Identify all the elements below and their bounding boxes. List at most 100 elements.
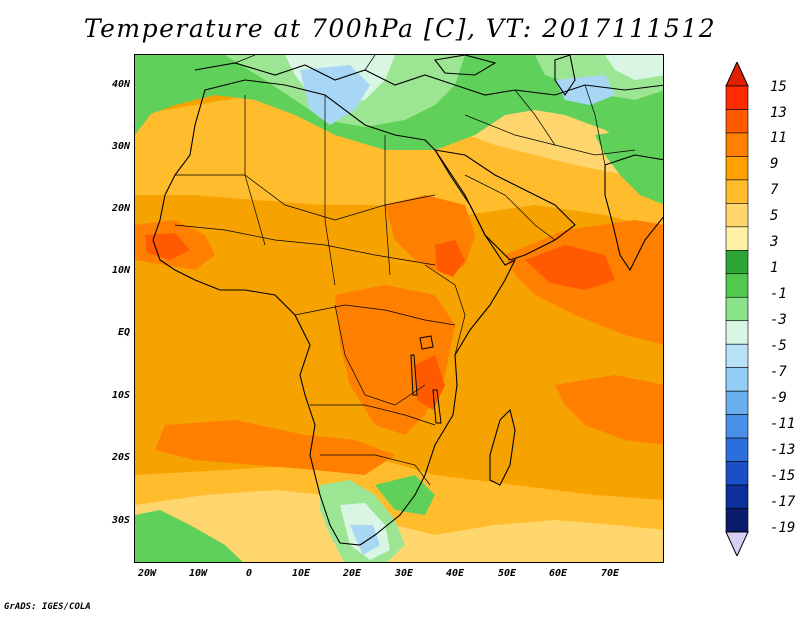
- caspian-coastline: [554, 55, 576, 96]
- map-canvas: [135, 55, 663, 562]
- colorbar-label-11: 11: [770, 130, 787, 146]
- border-meridian-2: [324, 95, 336, 286]
- border-congo: [334, 304, 426, 406]
- lat-label-40n: 40N: [111, 79, 130, 90]
- colorbar-label-minus19: -19: [770, 520, 796, 536]
- colorbar-swatch: [725, 273, 749, 298]
- colorbar-swatch: [725, 179, 749, 204]
- border-southern-1: [310, 404, 436, 426]
- colorbar-swatch: [725, 484, 749, 509]
- lon-label-70e: 70E: [600, 568, 620, 579]
- border-meridian-3: [384, 135, 391, 276]
- africa-coastline: [152, 79, 517, 546]
- field-dark-orange-indianocean: [555, 375, 663, 445]
- field-red-orange-ethiopia: [435, 240, 465, 277]
- field-green-india: [595, 125, 663, 205]
- lon-label-20w: 20W: [137, 568, 157, 579]
- colorbar-swatch: [725, 508, 749, 533]
- border-sahara: [175, 174, 436, 221]
- colorbar-swatch: [725, 203, 749, 228]
- field-yellow-south: [135, 490, 663, 562]
- border-meridian-1: [244, 95, 266, 246]
- colorbar-top-arrow: [725, 62, 749, 87]
- lon-label-20e: 20E: [342, 568, 362, 579]
- colorbar-label-minus3: -3: [770, 312, 787, 328]
- border-central: [294, 304, 456, 326]
- country-borders: [174, 55, 636, 486]
- field-red-orange-arabiansea: [525, 245, 615, 290]
- black-sea-coastline: [434, 55, 497, 76]
- lon-label-10w: 10W: [188, 568, 208, 579]
- field-pale-cyan-ne: [605, 55, 663, 80]
- field-green-sw: [135, 510, 243, 562]
- colorbar-swatch: [725, 296, 749, 322]
- colorbar-swatch: [725, 367, 749, 392]
- lon-label-60e: 60E: [548, 568, 568, 579]
- lake-victoria: [419, 335, 434, 350]
- lat-label-10n: 10N: [111, 265, 130, 276]
- border-sahel: [174, 224, 436, 266]
- colorbar-swatch: [725, 85, 749, 110]
- lon-label-0: 0: [245, 568, 253, 579]
- lon-label-30e: 30E: [394, 568, 414, 579]
- colorbar-label-minus7: -7: [770, 364, 787, 380]
- field-green-west: [135, 55, 175, 135]
- colorbar-swatch: [725, 156, 749, 181]
- colorbar-swatch: [725, 390, 749, 415]
- border-asia-1: [514, 89, 556, 146]
- lon-label-50e: 50E: [497, 568, 517, 579]
- colorbar-label-minus15: -15: [770, 468, 796, 484]
- border-arabia: [464, 174, 556, 241]
- lat-label-20n: 20N: [111, 203, 130, 214]
- colorbar-swatch: [725, 461, 749, 486]
- field-dark-orange-southern: [155, 420, 395, 475]
- colorbar-label-1: 1: [770, 260, 779, 276]
- colorbar-label-3: 3: [770, 234, 779, 250]
- colorbar-label-minus13: -13: [770, 442, 796, 458]
- colorbar-swatch: [725, 320, 749, 345]
- temperature-map: [134, 54, 664, 563]
- colorbar-label-minus9: -9: [770, 390, 787, 406]
- colorbar-swatch: [725, 250, 749, 275]
- field-light-blue-ne: [555, 75, 615, 105]
- lat-label-20s: 20S: [111, 452, 130, 463]
- colorbar-label-9: 9: [770, 156, 779, 172]
- madagascar-coastline: [489, 408, 516, 486]
- colorbar-swatch: [725, 343, 749, 368]
- lakes: [410, 335, 442, 424]
- border-southern-2: [320, 454, 431, 486]
- border-europe-1: [234, 55, 256, 64]
- lon-label-10e: 10E: [291, 568, 311, 579]
- lat-label-30n: 30N: [111, 141, 130, 152]
- colorbar-label-5: 5: [770, 208, 779, 224]
- border-europe-2: [364, 55, 376, 71]
- field-light-blue-southafrica: [350, 525, 380, 555]
- lat-label-eq: EQ: [117, 327, 130, 338]
- colorbar-swatch: [725, 414, 749, 439]
- field-light-blue-north: [300, 65, 370, 125]
- map-title: Temperature at 700hPa [C], VT: 201711151…: [83, 14, 717, 43]
- colorbar-swatch: [725, 437, 749, 462]
- lat-label-30s: 30S: [111, 515, 130, 526]
- lat-label-10s: 10S: [111, 390, 130, 401]
- colorbar-swatch: [725, 226, 749, 251]
- lon-label-40e: 40E: [445, 568, 465, 579]
- colorbar-label-15: 15: [770, 79, 787, 95]
- colorbar-label-7: 7: [770, 182, 779, 198]
- india-coastline: [604, 154, 663, 272]
- colorbar-bottom-arrow: [725, 531, 749, 556]
- grads-credit: GrADS: IGES/COLA: [4, 602, 91, 612]
- lake-malawi: [432, 389, 442, 424]
- colorbar-label-minus11: -11: [770, 416, 796, 432]
- colorbar: [725, 62, 749, 556]
- field-red-orange-westafrica: [145, 233, 190, 260]
- europe-coastline: [194, 62, 663, 96]
- colorbar-label-minus17: -17: [770, 494, 796, 510]
- colorbar-label-minus5: -5: [770, 338, 787, 354]
- border-asia-2: [584, 84, 606, 166]
- lake-tanganyika: [410, 354, 418, 396]
- border-east: [424, 264, 466, 356]
- colorbar-label-13: 13: [770, 105, 787, 121]
- colorbar-swatch: [725, 132, 749, 157]
- colorbar-label-minus1: -1: [770, 286, 787, 302]
